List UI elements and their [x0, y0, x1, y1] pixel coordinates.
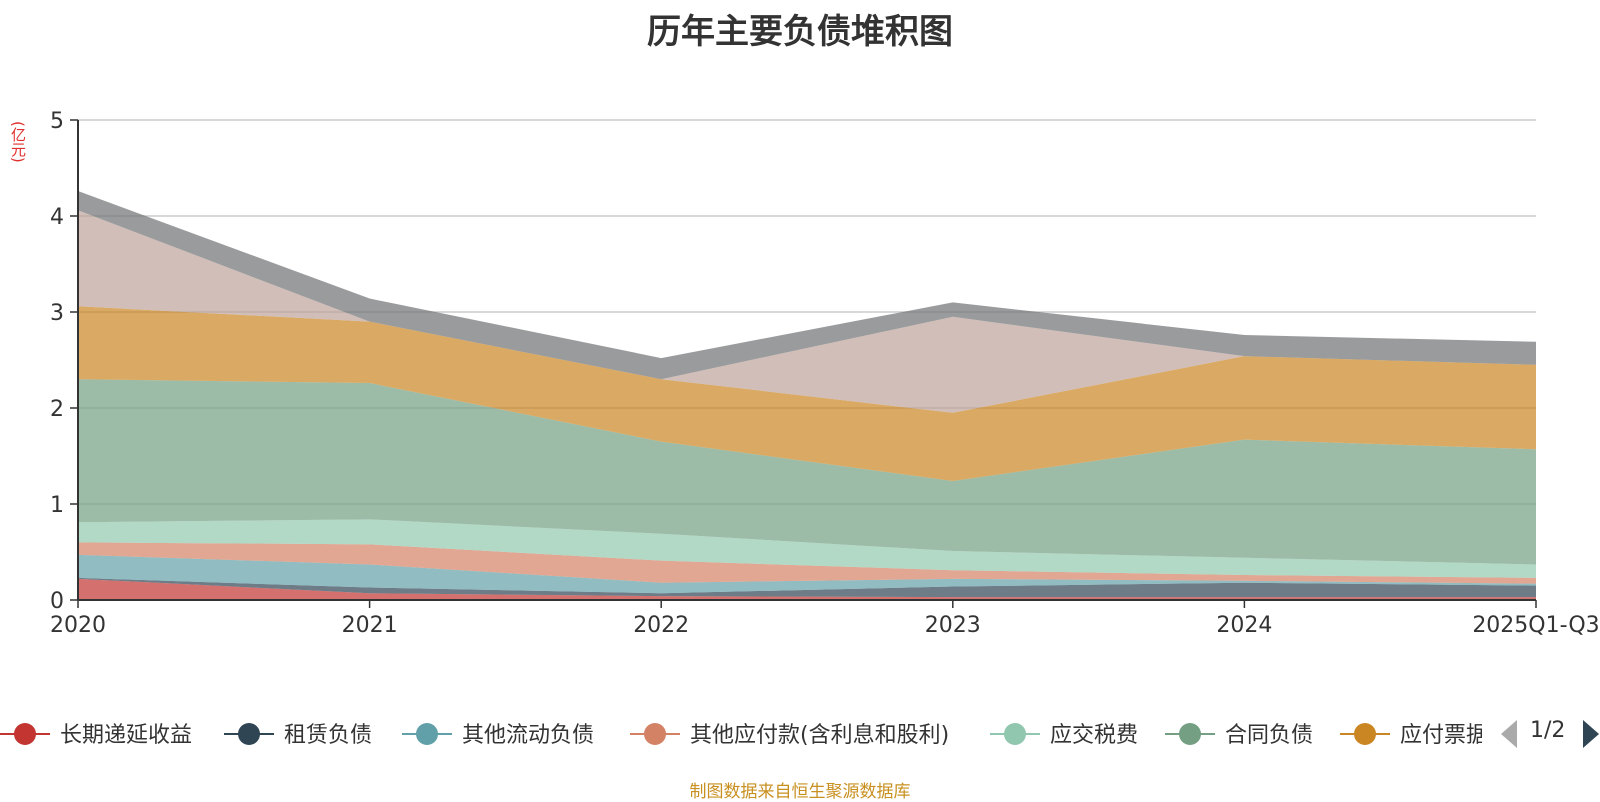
- area-长期递延收益: [78, 578, 1536, 600]
- y-tick-label: 4: [50, 205, 64, 230]
- legend-marker: [644, 723, 666, 745]
- legend-label: 其他流动负债: [462, 723, 594, 748]
- legend-marker: [1004, 723, 1026, 745]
- legend-label: 其他应付款(含利息和股利): [690, 723, 949, 748]
- x-tick-label: 2020: [50, 613, 106, 638]
- y-tick-label: 2: [50, 397, 64, 422]
- legend-item[interactable]: 应付票据及应付账款: [1340, 723, 1598, 748]
- x-tick-label: 2022: [633, 613, 689, 638]
- legend-item[interactable]: 其他流动负债: [402, 723, 594, 748]
- legend-label: 应交税费: [1050, 723, 1138, 748]
- area-其他流动负债: [78, 554, 1536, 594]
- chart-title: 历年主要负债堆积图: [647, 12, 953, 52]
- y-tick-label: 0: [50, 589, 64, 614]
- legend-marker: [14, 723, 36, 745]
- area-其他应付款(含利息和股利): [78, 542, 1536, 584]
- legend-page-indicator: 1/2: [1530, 718, 1566, 743]
- legend-label: 合同负债: [1225, 723, 1313, 748]
- legend-item[interactable]: 合同负债: [1165, 723, 1313, 748]
- x-tick-label: 2025Q1-Q3: [1472, 613, 1599, 638]
- legend-prev-icon[interactable]: [1501, 720, 1517, 748]
- area-合同负债: [78, 379, 1536, 565]
- area-series: [78, 191, 1536, 600]
- axes: 0 1 2 3 4 5 2020 2021 2022 2023 2024 2025Q1-Q3: [50, 109, 1600, 638]
- y-tick-label: 3: [50, 301, 64, 326]
- legend-marker: [416, 723, 438, 745]
- area-其他: [78, 191, 1536, 380]
- legend-item[interactable]: 其他应付款(含利息和股利): [630, 723, 949, 748]
- legend-marker: [1354, 723, 1376, 745]
- y-axis-unit: (亿元): [9, 121, 27, 163]
- legend-pager: [1501, 720, 1599, 748]
- y-tick-label: 1: [50, 493, 64, 518]
- x-tick-label: 2024: [1216, 613, 1272, 638]
- y-tick-label: 5: [50, 109, 64, 134]
- legend-item[interactable]: 长期递延收益: [0, 723, 192, 748]
- legend-marker: [238, 723, 260, 745]
- x-tick-label: 2021: [342, 613, 398, 638]
- area-应付票据及应付账款: [78, 306, 1536, 481]
- data-source: 制图数据来自恒生聚源数据库: [689, 782, 911, 802]
- area-短期借款: [78, 210, 1536, 413]
- legend-marker: [1179, 723, 1201, 745]
- legend: 长期递延收益 租赁负债 其他流动负债 其他应付款(含利息和股利) 应交税费 合同负债 应付票…: [0, 723, 1598, 748]
- legend-label: 长期递延收益: [60, 723, 192, 748]
- legend-item[interactable]: 租赁负债: [224, 723, 372, 748]
- legend-item[interactable]: 应交税费: [990, 723, 1138, 748]
- legend-next-icon[interactable]: [1583, 720, 1599, 748]
- area-租赁负债: [78, 577, 1536, 598]
- area-应交税费: [78, 519, 1536, 578]
- legend-label: 租赁负债: [284, 723, 372, 748]
- x-tick-label: 2023: [925, 613, 981, 638]
- legend-label: 应付票据及应付账款: [1400, 723, 1598, 748]
